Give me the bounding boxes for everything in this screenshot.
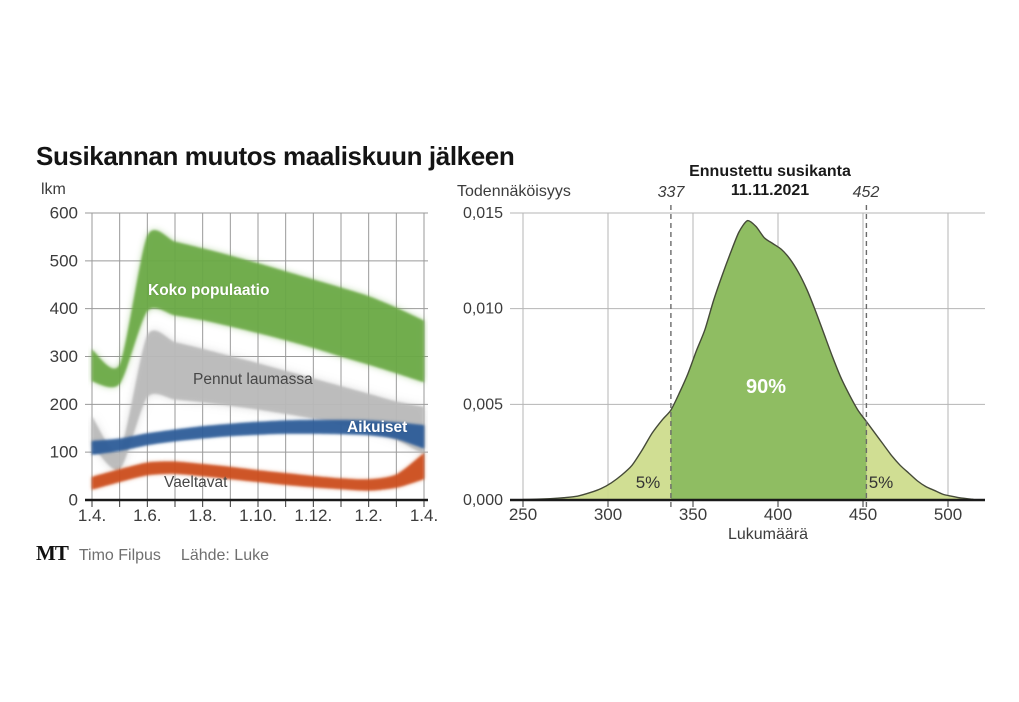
series-label-koko-populaatio: Koko populaatio	[148, 282, 270, 299]
band-group	[92, 230, 424, 491]
page-title: Susikannan muutos maaliskuun jälkeen	[36, 141, 515, 171]
x-tick-label: 1.12.	[294, 506, 332, 525]
x-tick-label: 300	[594, 505, 622, 524]
probability-tail-left-label: 5%	[635, 473, 661, 492]
data-source: Lähde: Luke	[180, 547, 269, 564]
footer: MT Timo Filpus Lähde: Luke	[36, 541, 269, 566]
y-tick-label: 500	[50, 251, 78, 270]
left-chart-y-unit-label: lkm	[41, 181, 66, 198]
band-koko-populaatio	[92, 230, 424, 388]
series-label-pennut-laumassa: Pennut laumassa	[193, 371, 313, 388]
y-tick-label: 0,000	[463, 492, 503, 509]
series-label-aikuiset: Aikuiset	[347, 419, 408, 436]
y-tick-label: 0,005	[463, 396, 503, 413]
x-tick-label: 1.6.	[133, 506, 161, 525]
y-tick-label: 100	[50, 443, 78, 462]
author-credit: Timo Filpus	[78, 547, 161, 564]
interval-upper-bound-label: 452	[852, 184, 880, 201]
y-tick-label: 0,015	[463, 205, 503, 222]
x-tick-label: 1.4.	[410, 506, 438, 525]
y-tick-label: 200	[50, 395, 78, 414]
y-tick-label: 600	[50, 204, 78, 223]
x-tick-label: 450	[849, 505, 877, 524]
x-tick-label: 1.4.	[78, 506, 106, 525]
probability-body-label: 90%	[745, 376, 787, 398]
x-tick-label: 250	[509, 505, 537, 524]
band-pennut-laumassa	[92, 330, 424, 471]
band-vaeltavat	[92, 453, 424, 491]
wolf-population-band-chart: 0 100 200 300 400 500 600 1.4. 1.6. 1.8. 1.10. 1.12…	[50, 204, 439, 525]
x-tick-label: 350	[679, 505, 707, 524]
band-aikuiset	[92, 420, 424, 455]
series-label-vaeltavat: Vaeltavat	[164, 474, 228, 491]
right-chart-date-subtitle: 11.11.2021	[730, 182, 810, 199]
x-tick-label: 400	[764, 505, 792, 524]
predicted-population-density-chart: 0,000 0,005 0,010 0,015 250 300 350 400 450 500	[463, 205, 985, 524]
density-outline	[522, 219, 974, 501]
density-body-fill	[670, 220, 867, 500]
interval-lower-bound-label: 337	[657, 184, 685, 201]
x-tick-label: 1.10.	[239, 506, 277, 525]
x-tick-label: 500	[934, 505, 962, 524]
y-tick-label: 0,010	[463, 301, 503, 318]
right-chart-x-axis-title: Lukumäärä	[727, 526, 809, 543]
y-tick-label: 300	[50, 347, 78, 366]
y-tick-label: 400	[50, 299, 78, 318]
mt-logo: MT	[36, 541, 69, 565]
y-tick-label: 0	[69, 491, 78, 510]
right-chart-y-unit-label: Todennäköisyys	[457, 183, 571, 200]
right-chart-title: Ennustettu susikanta	[689, 163, 851, 180]
x-tick-label: 1.8.	[188, 506, 216, 525]
probability-tail-right-label: 5%	[868, 473, 894, 492]
x-tick-label: 1.2.	[354, 506, 382, 525]
